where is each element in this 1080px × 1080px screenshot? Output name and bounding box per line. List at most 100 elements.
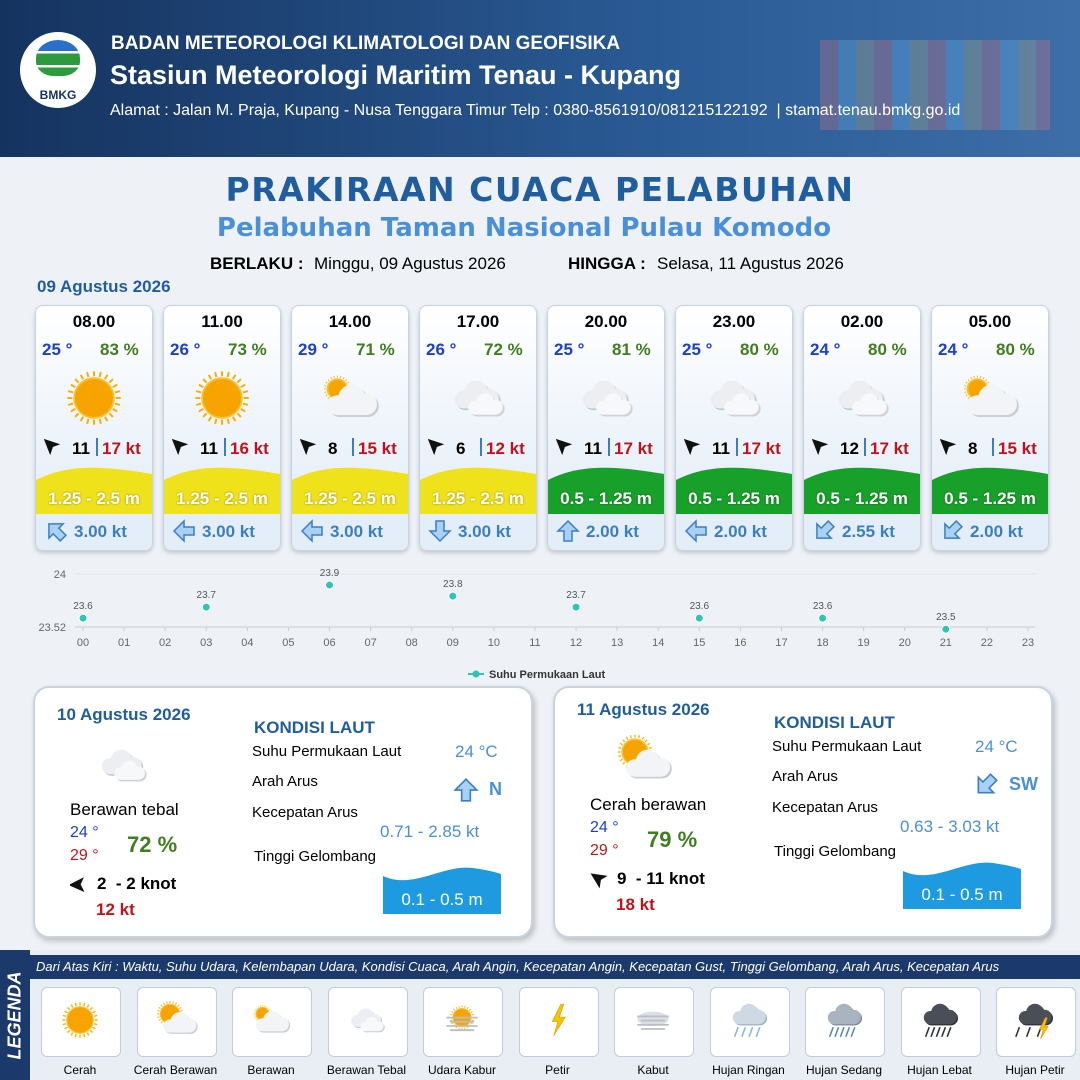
sun-ray [967, 396, 970, 399]
current-arrow [172, 519, 195, 543]
time: 17.00 [456, 312, 500, 331]
wind-arrow [427, 438, 445, 456]
separator [224, 438, 226, 456]
sun-ray [67, 402, 74, 406]
gust: 18 kt [616, 895, 655, 914]
wind-speed: 11 [200, 439, 218, 458]
sun-ray [98, 371, 102, 378]
legend-icon [62, 1002, 98, 1038]
sun-ray [240, 383, 246, 389]
current-speed: 0.71 - 2.85 kt [380, 822, 480, 841]
time: 23.00 [712, 312, 756, 331]
point-label: 23.6 [73, 601, 93, 612]
sun-ray [66, 1029, 71, 1034]
temperature: 24 ° [810, 340, 841, 359]
sun-ray [70, 1032, 74, 1036]
valid-from: Minggu, 09 Agustus 2026 [314, 254, 506, 273]
sun-ray [207, 374, 213, 380]
x-tick-label: 21 [940, 637, 952, 649]
sun-ray [468, 1008, 471, 1011]
bolt [1039, 1017, 1049, 1040]
separator [736, 438, 738, 456]
wave-height: 0.5 - 1.25 m [560, 489, 652, 508]
sun-disc [66, 1006, 94, 1034]
hour-card: 05.00 24 ° 80 % 8 15 kt 0.5 - 1.25 m 2.00 kt [931, 305, 1049, 551]
valid-to-label: HINGGA : [568, 254, 646, 273]
sst-point [201, 602, 211, 612]
hourly-date: 09 Agustus 2026 [37, 277, 171, 296]
gust: 17 kt [742, 439, 781, 458]
sst: 24 °C [455, 742, 498, 761]
sst: 24 °C [975, 737, 1018, 756]
sun-ray [158, 1018, 161, 1021]
sun-ray [214, 371, 218, 378]
current-arrow [556, 519, 580, 542]
sun-ray [464, 1005, 466, 1008]
sun-ray [112, 383, 118, 389]
sun-ray [158, 1007, 161, 1010]
separator [992, 438, 994, 456]
cloud-part [732, 1003, 766, 1025]
sun [62, 1002, 98, 1038]
sun-ray [231, 416, 237, 422]
hour-card: 20.00 25 ° 81 % 11 17 kt 0.5 - 1.25 m 2.00 kt [547, 305, 665, 551]
x-tick-label: 17 [775, 637, 787, 649]
wave-shape [36, 467, 152, 514]
sun-ray [195, 402, 202, 406]
sun-ray [458, 1027, 460, 1030]
hour-card: 08.00 25 ° 83 % 11 17 kt 1.25 - 2.5 m 3.00 kt [35, 305, 153, 551]
sun-ray [647, 742, 651, 746]
wind-speed: 11 [712, 439, 730, 458]
sun-ray [327, 396, 330, 399]
x-tick-label: 01 [118, 637, 130, 649]
cloud-part [967, 384, 1017, 416]
temperature: 24 ° [938, 340, 969, 359]
wind-arrow [939, 438, 957, 456]
sun-ray [202, 412, 208, 418]
haze [637, 1011, 669, 1026]
condition: Cerah berawan [590, 795, 707, 814]
sun-ray [83, 1033, 86, 1038]
wave-shape [548, 467, 664, 514]
current-arrow [48, 523, 67, 542]
time: 02.00 [840, 312, 884, 331]
current-speed: 3.00 kt [458, 522, 511, 541]
weather-icon [710, 380, 761, 417]
sun-ray [266, 1006, 268, 1008]
hour-card: 17.00 26 ° 72 % 6 12 kt 1.25 - 2.5 m 3.00 kt [419, 305, 537, 551]
weather-icon [195, 371, 249, 425]
x-tick-label: 12 [570, 637, 582, 649]
sun-ray [98, 418, 102, 425]
hour-card: 11.00 26 ° 73 % 11 16 kt 1.25 - 2.5 m 3.00 kt [163, 305, 281, 551]
sun-ray [254, 1009, 257, 1011]
sun-ray [62, 1023, 67, 1026]
weather-icon [838, 380, 889, 417]
legend-item: Hujan Sedang [805, 1063, 883, 1077]
sun-ray [114, 402, 121, 406]
x-tick-label: 06 [323, 637, 335, 649]
sun-ray [471, 1014, 474, 1016]
sun-ray [159, 1021, 163, 1024]
rain [924, 1026, 952, 1038]
wind-speed: 11 [584, 439, 602, 458]
time: 05.00 [968, 312, 1012, 331]
humidity: 73 % [228, 340, 267, 359]
time: 08.00 [72, 312, 116, 331]
x-tick-label: 15 [693, 637, 705, 649]
sst-point [448, 591, 458, 601]
current-speed: 2.00 kt [970, 522, 1023, 541]
sun-ray [70, 383, 76, 389]
wave-band [164, 467, 280, 514]
current-arrow-shape [300, 519, 323, 543]
sun-ray [471, 1019, 474, 1022]
header-deco [820, 40, 1050, 130]
cloud [114, 760, 147, 782]
sun-ray [93, 1023, 98, 1026]
sun-ray [470, 1011, 473, 1013]
point-label: 23.9 [320, 568, 340, 579]
sun-ray [451, 1011, 454, 1013]
station: Stasiun Meteorologi Maritim Tenau - Kupa… [110, 60, 682, 90]
legend-swatch-dot [472, 670, 480, 678]
temp-min: 24 ° [70, 824, 99, 841]
